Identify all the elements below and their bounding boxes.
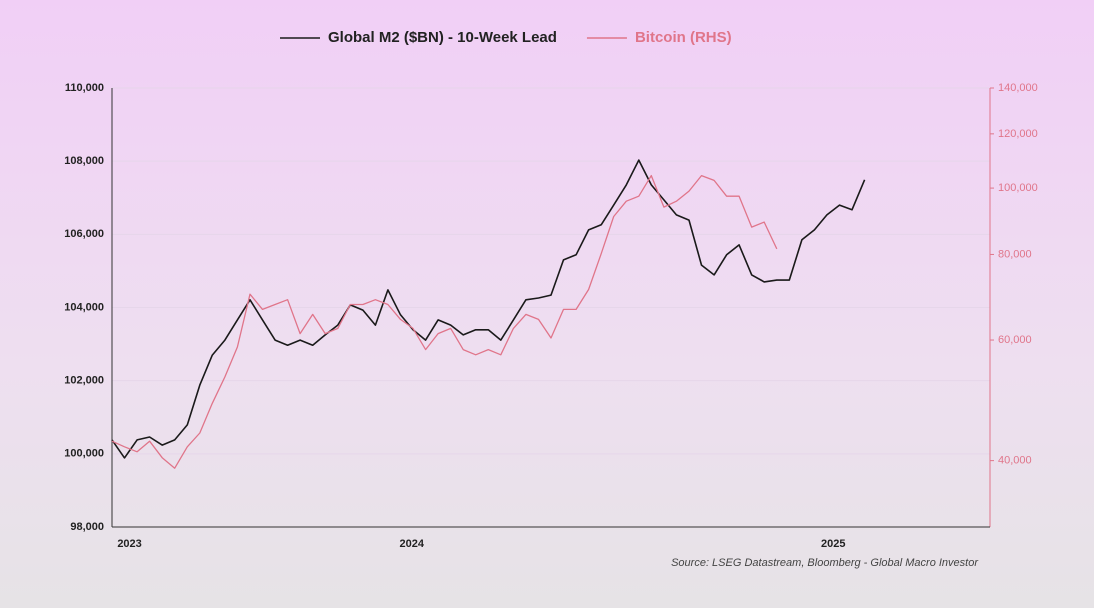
y-tick-label: 102,000	[64, 375, 104, 387]
series-line	[111, 159, 866, 459]
x-tick-label: 2023	[117, 538, 141, 550]
y2-tick-label: 120,000	[998, 128, 1038, 140]
y-tick-label: 108,000	[64, 155, 104, 167]
y-tick-label: 104,000	[64, 301, 104, 313]
y2-tick-label: 100,000	[998, 182, 1038, 194]
series-line	[111, 174, 778, 469]
y-tick-label: 98,000	[70, 521, 104, 533]
y-tick-label: 100,000	[64, 448, 104, 460]
x-tick-label: 2025	[821, 538, 845, 550]
legend-label: Global M2 ($BN) - 10-Week Lead	[328, 29, 557, 46]
y-tick-label: 106,000	[64, 228, 104, 240]
y-tick-label: 110,000	[65, 82, 104, 94]
source-note: Source: LSEG Datastream, Bloomberg - Glo…	[671, 557, 979, 569]
legend-label: Bitcoin (RHS)	[635, 29, 732, 46]
y2-tick-label: 60,000	[998, 334, 1032, 346]
y2-tick-label: 40,000	[998, 455, 1032, 467]
y2-tick-label: 80,000	[998, 248, 1032, 260]
y2-tick-label: 140,000	[998, 82, 1038, 94]
x-tick-label: 2024	[400, 538, 425, 550]
